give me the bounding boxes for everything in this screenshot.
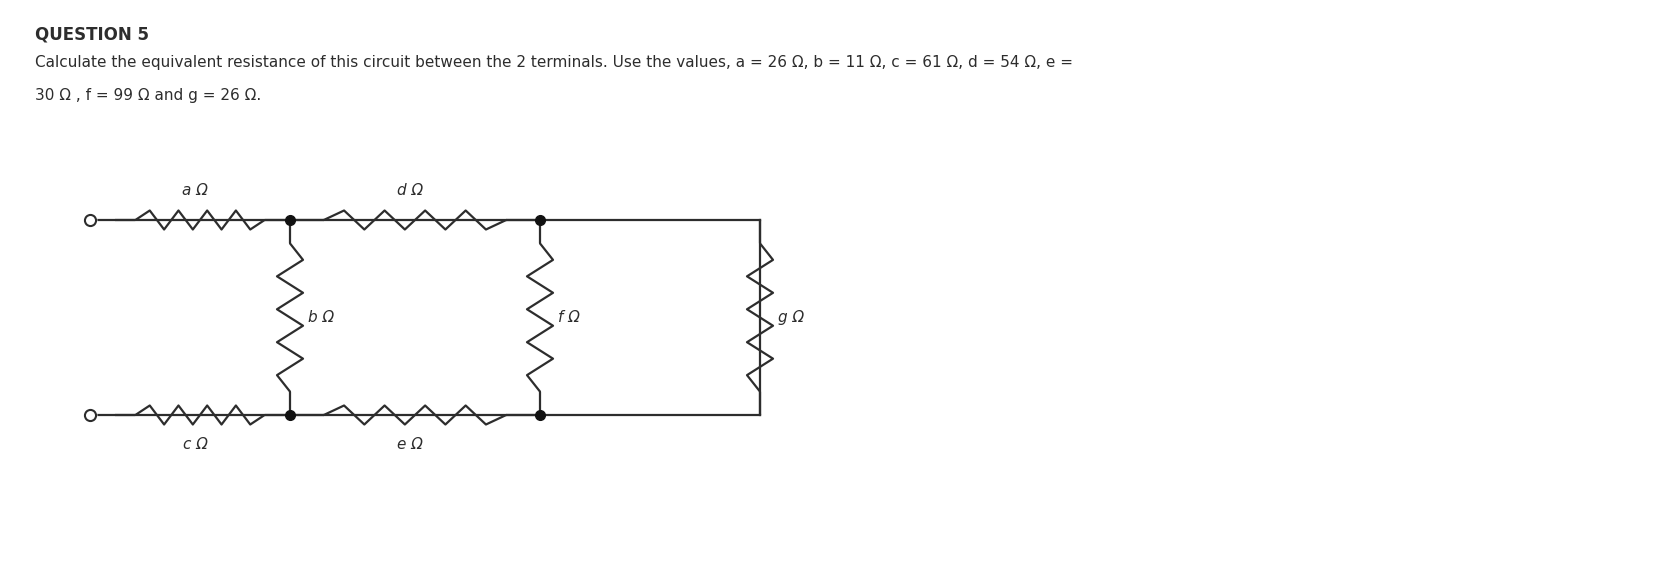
Text: g Ω: g Ω — [778, 310, 803, 325]
Text: b Ω: b Ω — [308, 310, 335, 325]
Text: c Ω: c Ω — [182, 437, 207, 452]
Text: QUESTION 5: QUESTION 5 — [35, 25, 149, 43]
Text: Calculate the equivalent resistance of this circuit between the 2 terminals. Use: Calculate the equivalent resistance of t… — [35, 55, 1072, 70]
Text: d Ω: d Ω — [397, 183, 423, 198]
Text: f Ω: f Ω — [557, 310, 579, 325]
Text: 30 Ω , f = 99 Ω and g = 26 Ω.: 30 Ω , f = 99 Ω and g = 26 Ω. — [35, 88, 261, 103]
Text: e Ω: e Ω — [397, 437, 423, 452]
Text: a Ω: a Ω — [182, 183, 207, 198]
